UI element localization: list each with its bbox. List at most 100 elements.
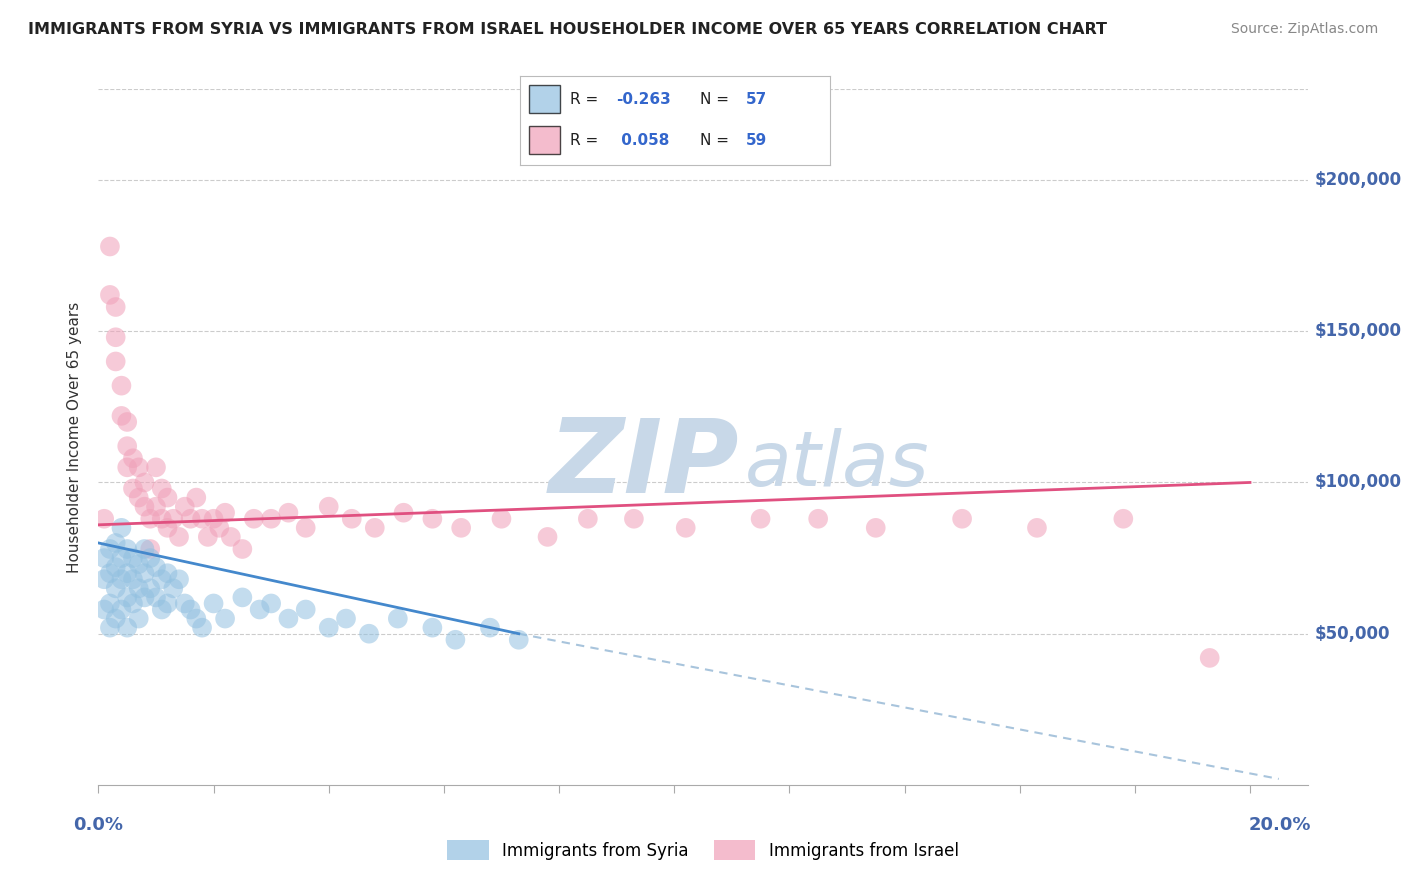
Point <box>191 621 214 635</box>
Point <box>508 632 530 647</box>
Point <box>294 602 316 616</box>
Point <box>104 300 127 314</box>
Point <box>115 591 138 605</box>
Text: $50,000: $50,000 <box>1315 624 1391 643</box>
Point <box>145 591 167 605</box>
Point <box>156 521 179 535</box>
Point <box>450 521 472 535</box>
Point <box>318 500 340 514</box>
Point <box>167 572 190 586</box>
Point <box>145 560 167 574</box>
Point <box>98 566 121 581</box>
Point <box>98 288 121 302</box>
Point <box>173 597 195 611</box>
Point <box>156 491 179 505</box>
Point <box>98 597 121 611</box>
Point <box>122 551 145 566</box>
Point <box>1198 651 1220 665</box>
Point <box>104 582 127 596</box>
Point <box>134 591 156 605</box>
Point <box>392 506 415 520</box>
Text: 57: 57 <box>747 92 768 106</box>
Point <box>150 602 173 616</box>
Point <box>104 330 127 344</box>
Point <box>115 460 138 475</box>
Point <box>104 611 127 625</box>
Point <box>110 551 132 566</box>
Point <box>340 512 363 526</box>
Point <box>208 521 231 535</box>
Point <box>110 378 132 392</box>
Point <box>122 482 145 496</box>
Point <box>110 409 132 423</box>
Point <box>139 541 162 556</box>
Point <box>364 521 387 535</box>
Point <box>357 626 380 640</box>
Point <box>128 582 150 596</box>
Text: ZIP: ZIP <box>548 415 740 516</box>
Point <box>139 582 162 596</box>
Point <box>865 521 887 535</box>
Point <box>150 482 173 496</box>
Point <box>150 572 173 586</box>
Text: 59: 59 <box>747 133 768 147</box>
Point <box>173 500 195 514</box>
Point <box>536 530 558 544</box>
Point <box>145 460 167 475</box>
Point <box>104 560 127 574</box>
Point <box>122 572 145 586</box>
Point <box>231 591 253 605</box>
Text: IMMIGRANTS FROM SYRIA VS IMMIGRANTS FROM ISRAEL HOUSEHOLDER INCOME OVER 65 YEARS: IMMIGRANTS FROM SYRIA VS IMMIGRANTS FROM… <box>28 22 1107 37</box>
Point <box>202 512 225 526</box>
Point <box>110 602 132 616</box>
Point <box>150 512 173 526</box>
Point <box>134 566 156 581</box>
FancyBboxPatch shape <box>530 126 561 154</box>
Point <box>318 621 340 635</box>
Point <box>134 475 156 490</box>
Point <box>422 621 444 635</box>
Text: 20.0%: 20.0% <box>1249 816 1310 834</box>
Point <box>115 415 138 429</box>
Point <box>231 541 253 556</box>
Point <box>156 597 179 611</box>
Point <box>122 597 145 611</box>
Point <box>623 512 645 526</box>
Point <box>162 512 184 526</box>
Point <box>162 582 184 596</box>
Text: atlas: atlas <box>745 428 929 502</box>
Point <box>128 491 150 505</box>
Point <box>139 512 162 526</box>
Point <box>807 512 830 526</box>
Point <box>180 512 202 526</box>
Point <box>749 512 772 526</box>
Point <box>180 602 202 616</box>
Point <box>260 597 283 611</box>
Point <box>214 611 236 625</box>
Point <box>115 621 138 635</box>
Point <box>422 512 444 526</box>
Point <box>444 632 467 647</box>
Point <box>219 530 242 544</box>
Point <box>98 239 121 253</box>
Point <box>93 512 115 526</box>
Point <box>134 500 156 514</box>
Text: -0.263: -0.263 <box>616 92 671 106</box>
Point <box>104 536 127 550</box>
Text: R =: R = <box>569 92 603 106</box>
Point <box>277 611 299 625</box>
Point <box>191 512 214 526</box>
Text: $200,000: $200,000 <box>1315 171 1402 189</box>
Y-axis label: Householder Income Over 65 years: Householder Income Over 65 years <box>67 301 83 573</box>
Text: Source: ZipAtlas.com: Source: ZipAtlas.com <box>1230 22 1378 37</box>
Legend: Immigrants from Syria, Immigrants from Israel: Immigrants from Syria, Immigrants from I… <box>440 833 966 867</box>
Point <box>110 572 132 586</box>
Text: R =: R = <box>569 133 603 147</box>
Text: N =: N = <box>700 92 734 106</box>
Point <box>115 566 138 581</box>
Point <box>214 506 236 520</box>
Text: 0.0%: 0.0% <box>73 816 124 834</box>
Point <box>156 566 179 581</box>
Point <box>186 611 208 625</box>
Point <box>122 451 145 466</box>
